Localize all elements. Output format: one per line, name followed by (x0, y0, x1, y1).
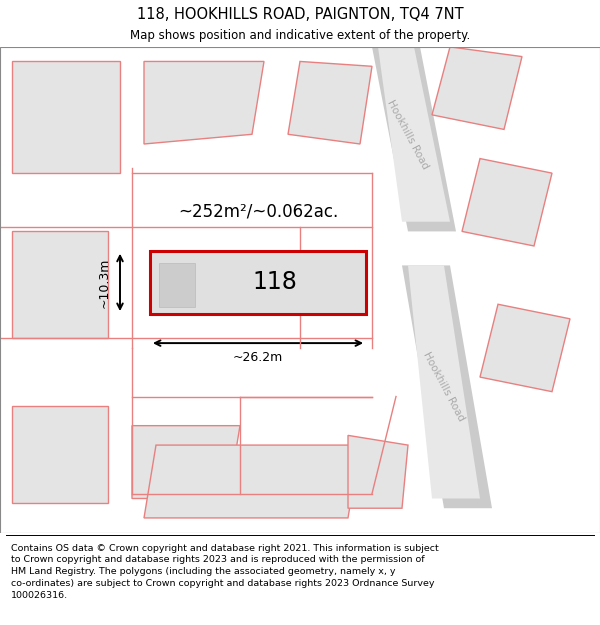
Polygon shape (462, 159, 552, 246)
Text: 118, HOOKHILLS ROAD, PAIGNTON, TQ4 7NT: 118, HOOKHILLS ROAD, PAIGNTON, TQ4 7NT (137, 6, 463, 21)
Polygon shape (402, 266, 492, 508)
Polygon shape (144, 445, 360, 518)
Polygon shape (408, 266, 480, 499)
Text: Hookhills Road: Hookhills Road (422, 351, 466, 423)
Polygon shape (480, 304, 570, 392)
Bar (159, 263, 195, 307)
Polygon shape (144, 61, 264, 144)
Polygon shape (12, 231, 108, 338)
Text: 118: 118 (253, 271, 298, 294)
Bar (150, 251, 366, 314)
Polygon shape (432, 47, 522, 129)
Text: ~10.3m: ~10.3m (98, 258, 111, 308)
Text: Contains OS data © Crown copyright and database right 2021. This information is : Contains OS data © Crown copyright and d… (11, 544, 439, 600)
Text: ~252m²/~0.062ac.: ~252m²/~0.062ac. (178, 203, 338, 221)
Polygon shape (288, 61, 372, 144)
Polygon shape (372, 47, 456, 231)
Polygon shape (348, 436, 408, 508)
Polygon shape (12, 406, 108, 503)
Text: ~26.2m: ~26.2m (233, 351, 283, 364)
Polygon shape (12, 61, 120, 173)
Text: Map shows position and indicative extent of the property.: Map shows position and indicative extent… (130, 29, 470, 42)
Polygon shape (132, 426, 240, 499)
Text: Hookhills Road: Hookhills Road (386, 98, 430, 171)
Polygon shape (378, 47, 450, 222)
